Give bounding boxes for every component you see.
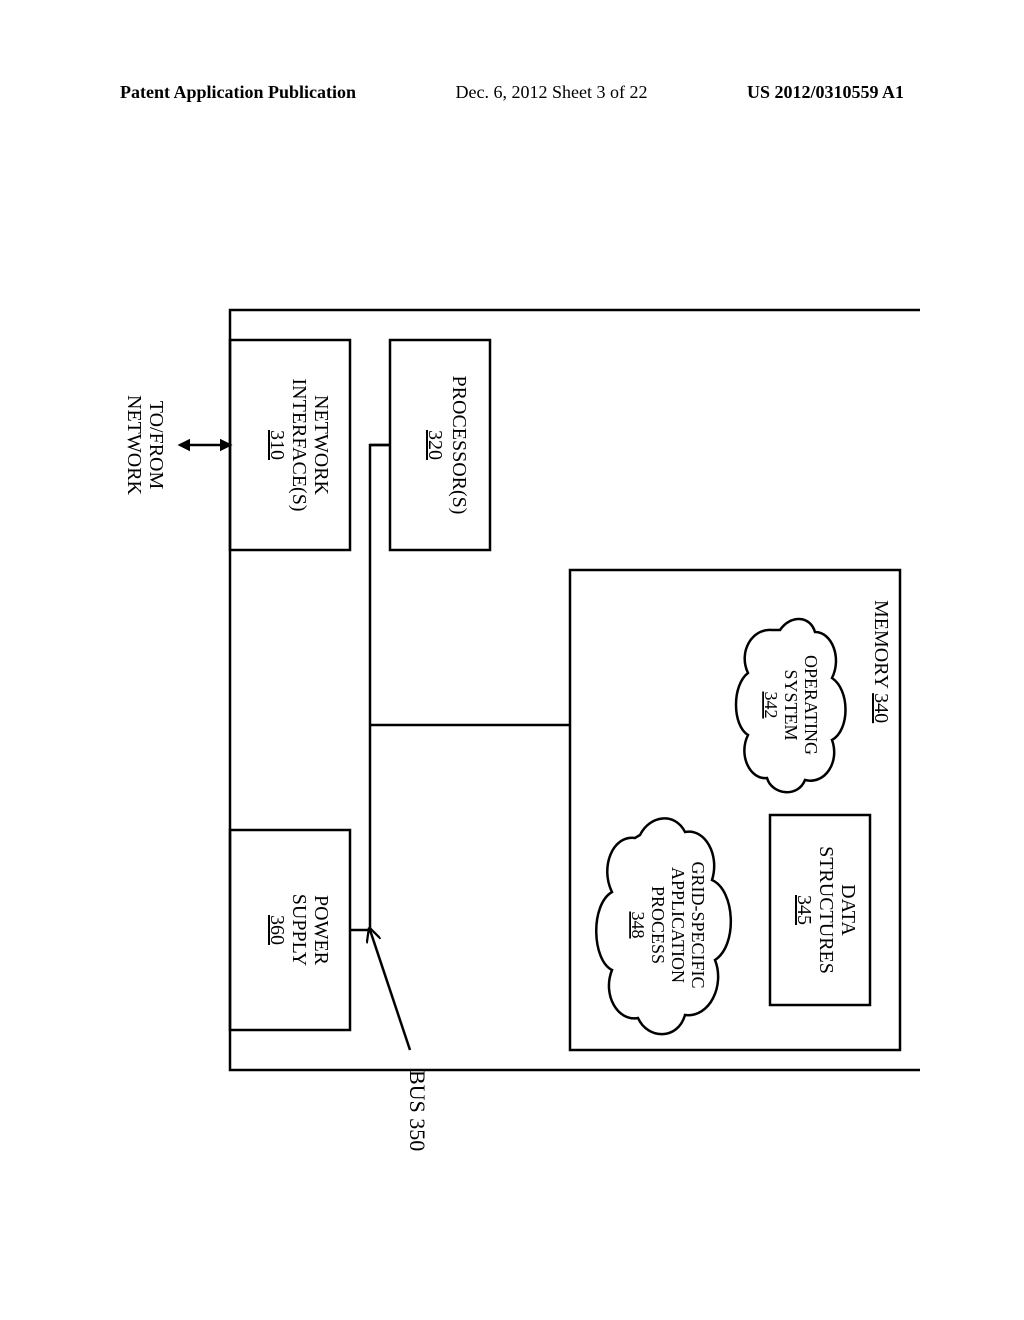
svg-text:342: 342 — [761, 692, 781, 719]
svg-text:360: 360 — [266, 915, 288, 945]
svg-text:NETWORK: NETWORK — [123, 395, 145, 496]
header-right: US 2012/0310559 A1 — [747, 82, 904, 103]
svg-text:TO/FROM: TO/FROM — [145, 401, 167, 490]
figure-area: DEVICE 300MEMORY 340OPERATINGSYSTEM342DA… — [120, 190, 920, 1170]
page-header: Patent Application Publication Dec. 6, 2… — [0, 82, 1024, 103]
svg-text:DATA: DATA — [837, 884, 859, 936]
svg-text:OPERATING: OPERATING — [801, 655, 821, 755]
svg-text:GRID-SPECIFIC: GRID-SPECIFIC — [688, 861, 708, 988]
svg-text:APPLICATION: APPLICATION — [668, 867, 688, 983]
svg-text:SYSTEM: SYSTEM — [781, 669, 801, 740]
header-center: Dec. 6, 2012 Sheet 3 of 22 — [456, 82, 648, 103]
svg-text:PROCESS: PROCESS — [648, 886, 668, 964]
svg-text:POWER: POWER — [310, 895, 332, 966]
svg-text:NETWORK: NETWORK — [310, 395, 332, 496]
svg-text:348: 348 — [628, 912, 648, 939]
svg-text:MEMORY 340: MEMORY 340 — [870, 600, 892, 723]
svg-text:PROCESSOR(S): PROCESSOR(S) — [448, 376, 470, 515]
svg-text:310: 310 — [266, 430, 288, 460]
svg-text:345: 345 — [793, 895, 815, 925]
svg-text:SUPPLY: SUPPLY — [288, 894, 310, 966]
svg-text:BUS 350: BUS 350 — [405, 1070, 430, 1151]
svg-text:STRUCTURES: STRUCTURES — [815, 846, 837, 974]
svg-text:320: 320 — [424, 430, 446, 460]
svg-text:INTERFACE(S): INTERFACE(S) — [288, 379, 310, 512]
header-left: Patent Application Publication — [120, 82, 356, 103]
device-block-diagram: DEVICE 300MEMORY 340OPERATINGSYSTEM342DA… — [120, 190, 920, 1170]
